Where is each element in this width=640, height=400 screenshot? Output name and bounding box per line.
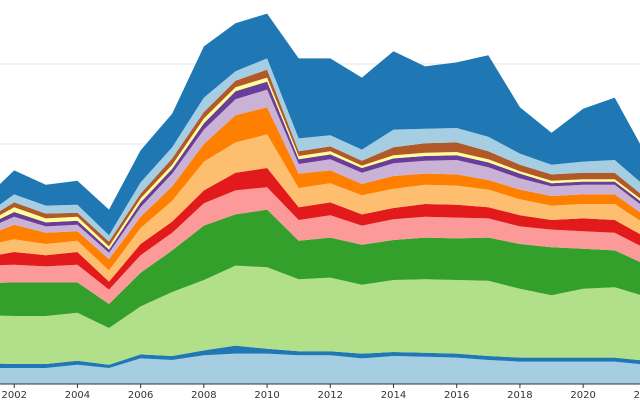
area-series-7 (0, 134, 640, 282)
area-series-4 (0, 209, 640, 328)
area-series-3 (0, 265, 640, 365)
area-series-13 (0, 58, 640, 242)
x-tick-label: 2006 (128, 390, 153, 400)
x-tick-label: 2022 (634, 390, 640, 400)
area-series-2 (0, 345, 640, 368)
x-tick-label: 2008 (191, 390, 216, 400)
area-series-group (0, 13, 640, 384)
x-tick-label: 2010 (254, 390, 279, 400)
area-series-1 (0, 353, 640, 384)
area-series-8 (0, 107, 640, 271)
x-tick-label: 2014 (381, 390, 406, 400)
area-series-14 (0, 13, 640, 236)
x-tick-label: 2020 (570, 390, 595, 400)
x-tick-label: 2004 (65, 390, 90, 400)
x-tick-label: 2018 (507, 390, 532, 400)
x-axis-ticks: 2002 2004 2006 2008 2010 2012 2014 2016 2018 2020… (1, 384, 640, 400)
x-tick-label: 2002 (1, 390, 26, 400)
x-tick-label: 2016 (444, 390, 469, 400)
x-tick-label: 2012 (318, 390, 343, 400)
